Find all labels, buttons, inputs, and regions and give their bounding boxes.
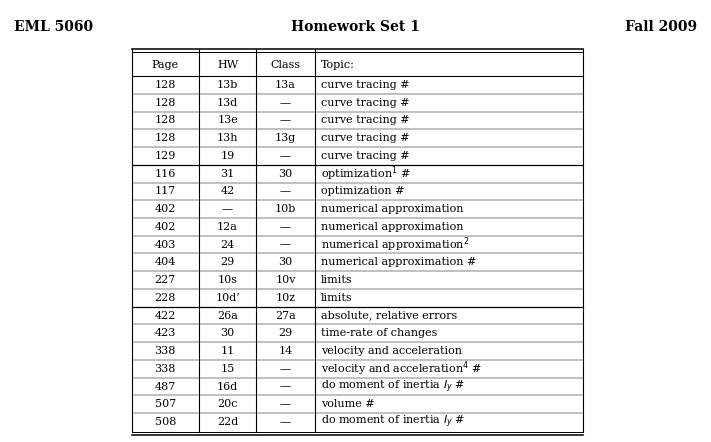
Text: 31: 31: [220, 169, 235, 179]
Text: 128: 128: [154, 98, 176, 108]
Text: —: —: [280, 399, 291, 409]
Text: 15: 15: [220, 364, 235, 374]
Text: 13g: 13g: [275, 133, 296, 143]
Text: 338: 338: [154, 346, 176, 356]
Text: 117: 117: [155, 187, 176, 196]
Text: absolute, relative errors: absolute, relative errors: [321, 311, 457, 320]
Text: velocity and acceleration$^4$ #: velocity and acceleration$^4$ #: [321, 359, 481, 378]
Text: 24: 24: [220, 240, 235, 250]
Text: curve tracing #: curve tracing #: [321, 115, 410, 126]
Text: —: —: [280, 187, 291, 196]
Text: —: —: [280, 115, 291, 126]
Text: optimization #: optimization #: [321, 187, 404, 196]
Text: 29: 29: [220, 257, 235, 267]
Text: 128: 128: [154, 115, 176, 126]
Text: 22d: 22d: [217, 417, 238, 427]
Text: do moment of inertia $I_y$ #: do moment of inertia $I_y$ #: [321, 414, 465, 430]
Text: 13d: 13d: [217, 98, 238, 108]
Text: —: —: [280, 240, 291, 250]
Text: 404: 404: [154, 257, 176, 267]
Text: 13h: 13h: [217, 133, 238, 143]
Text: —: —: [280, 417, 291, 427]
Text: 338: 338: [154, 364, 176, 374]
Text: 30: 30: [278, 257, 293, 267]
Text: Fall 2009: Fall 2009: [625, 20, 697, 34]
Text: 10z: 10z: [275, 293, 296, 303]
Text: optimization$^1$ #: optimization$^1$ #: [321, 164, 410, 183]
Text: 508: 508: [154, 417, 176, 427]
Text: 29: 29: [278, 328, 293, 338]
Text: 30: 30: [220, 328, 235, 338]
Text: EML 5060: EML 5060: [14, 20, 93, 34]
Text: 402: 402: [154, 222, 176, 232]
Text: 12a: 12a: [217, 222, 238, 232]
Text: limits: limits: [321, 293, 352, 303]
Text: curve tracing #: curve tracing #: [321, 80, 410, 90]
Text: 27a: 27a: [275, 311, 296, 320]
Text: time-rate of changes: time-rate of changes: [321, 328, 437, 338]
Text: Homework Set 1: Homework Set 1: [291, 20, 420, 34]
Text: 228: 228: [154, 293, 176, 303]
Text: 402: 402: [154, 204, 176, 214]
Text: —: —: [222, 204, 233, 214]
Text: curve tracing #: curve tracing #: [321, 98, 410, 108]
Text: 116: 116: [154, 169, 176, 179]
Text: 26a: 26a: [217, 311, 238, 320]
Text: curve tracing #: curve tracing #: [321, 133, 410, 143]
Text: 10v: 10v: [275, 275, 296, 285]
Text: 10d’: 10d’: [215, 293, 240, 303]
Text: 10b: 10b: [274, 204, 296, 214]
Text: 10s: 10s: [218, 275, 237, 285]
Text: 128: 128: [154, 80, 176, 90]
Text: 20c: 20c: [218, 399, 237, 409]
Text: 13a: 13a: [275, 80, 296, 90]
Text: velocity and acceleration: velocity and acceleration: [321, 346, 461, 356]
Text: 129: 129: [154, 151, 176, 161]
Text: 30: 30: [278, 169, 293, 179]
Text: numerical approximation$^2$: numerical approximation$^2$: [321, 235, 469, 254]
Text: 423: 423: [154, 328, 176, 338]
Text: 507: 507: [155, 399, 176, 409]
Text: 19: 19: [220, 151, 235, 161]
Text: numerical approximation #: numerical approximation #: [321, 257, 476, 267]
Text: 487: 487: [155, 381, 176, 392]
Text: 42: 42: [220, 187, 235, 196]
Text: do moment of inertia $I_y$ #: do moment of inertia $I_y$ #: [321, 378, 465, 395]
Text: Page: Page: [151, 60, 179, 69]
Text: 128: 128: [154, 133, 176, 143]
Text: HW: HW: [217, 60, 238, 69]
Text: curve tracing #: curve tracing #: [321, 151, 410, 161]
Text: —: —: [280, 151, 291, 161]
Text: 13b: 13b: [217, 80, 238, 90]
Text: Topic:: Topic:: [321, 60, 355, 69]
Text: limits: limits: [321, 275, 352, 285]
Text: 13e: 13e: [217, 115, 238, 126]
Text: 403: 403: [154, 240, 176, 250]
Text: 16d: 16d: [217, 381, 238, 392]
Text: 14: 14: [278, 346, 293, 356]
Text: Class: Class: [270, 60, 301, 69]
Text: numerical approximation: numerical approximation: [321, 222, 463, 232]
Text: —: —: [280, 381, 291, 392]
Text: —: —: [280, 98, 291, 108]
Text: volume #: volume #: [321, 399, 374, 409]
Text: 227: 227: [155, 275, 176, 285]
Text: —: —: [280, 364, 291, 374]
Text: 11: 11: [220, 346, 235, 356]
Text: numerical approximation: numerical approximation: [321, 204, 463, 214]
Text: —: —: [280, 222, 291, 232]
Text: 422: 422: [154, 311, 176, 320]
